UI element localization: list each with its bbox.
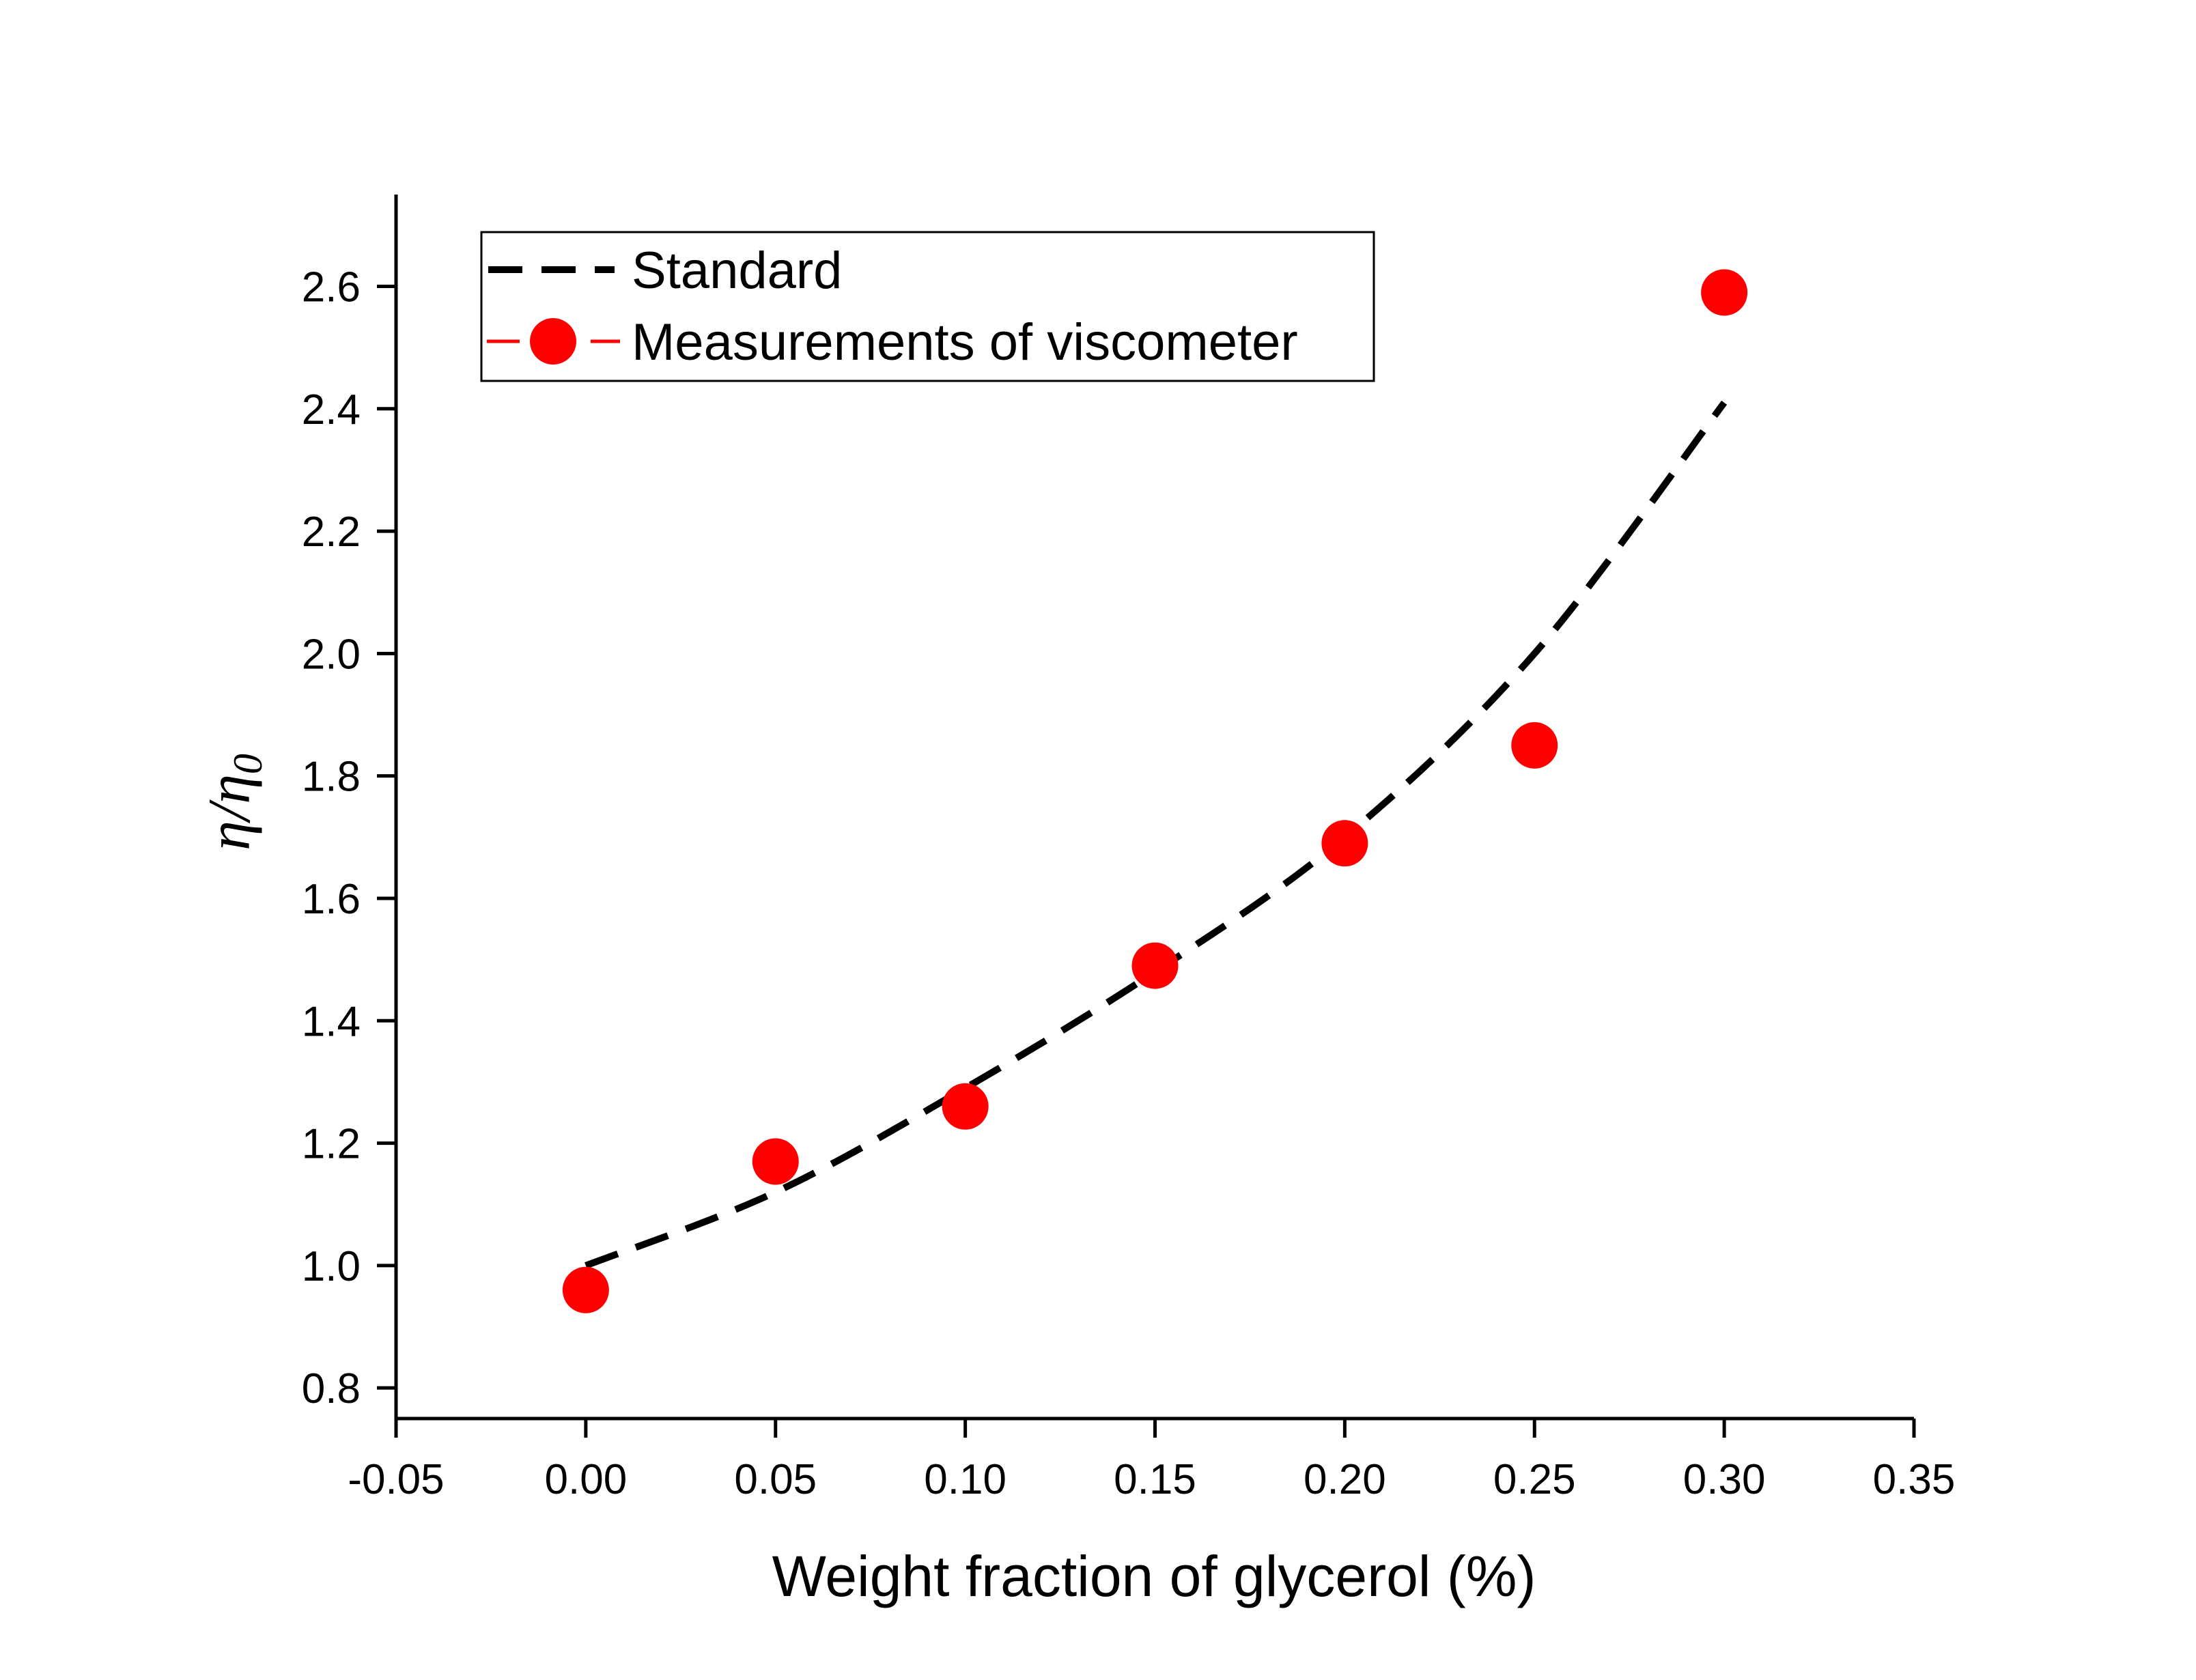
legend: Standard Measurements of viscometer <box>480 231 1375 382</box>
y-tick-label: 2.0 <box>302 631 361 678</box>
y-tick-label: 0.8 <box>302 1365 361 1412</box>
y-axis-title-subscript: 0 <box>225 754 270 774</box>
y-tick-label: 1.0 <box>302 1243 361 1290</box>
x-tick-label: 0.30 <box>1683 1456 1766 1503</box>
y-tick-label: 1.2 <box>302 1121 361 1168</box>
x-axis-title: Weight fraction of glycerol (%) <box>772 1544 1536 1608</box>
x-tick-label: 0.00 <box>545 1456 628 1503</box>
measurement-point <box>752 1138 799 1185</box>
y-tick-label: 2.4 <box>302 386 361 433</box>
measurement-point <box>1131 942 1179 989</box>
x-tick-label: 0.25 <box>1493 1456 1576 1503</box>
y-tick-label: 2.2 <box>302 509 361 556</box>
measurement-point <box>1321 820 1368 867</box>
x-tick-label: 0.15 <box>1114 1456 1196 1503</box>
axes: -0.05 0.00 0.05 0.10 0.15 0.20 0.25 0.30 0.35 0.8… <box>302 195 1956 1503</box>
x-tick-label: 0.20 <box>1304 1456 1386 1503</box>
legend-label-measurements: Measurements of viscometer <box>632 313 1298 371</box>
y-axis-title: η/η0 <box>197 754 270 851</box>
y-axis-title-symbol: η/η <box>197 774 263 851</box>
measurement-point <box>562 1266 609 1313</box>
standard-series-line <box>585 400 1728 1269</box>
x-tick-label: -0.05 <box>348 1456 444 1503</box>
measurement-point <box>1701 269 1748 316</box>
x-tick-label: 0.05 <box>734 1456 817 1503</box>
x-tick-label: 0.10 <box>924 1456 1006 1503</box>
measurement-point <box>1511 722 1558 769</box>
plot-area <box>562 269 1748 1313</box>
y-tick-label: 2.6 <box>302 264 361 311</box>
legend-box <box>480 231 1375 382</box>
y-tick-label: 1.8 <box>302 754 361 801</box>
legend-label-standard: Standard <box>632 242 842 300</box>
x-tick-label: 0.35 <box>1873 1456 1956 1503</box>
y-tick-label: 1.6 <box>302 876 361 923</box>
y-tick-label: 1.4 <box>302 998 361 1045</box>
legend-measurement-marker-icon <box>530 318 576 365</box>
measurement-point <box>942 1083 989 1130</box>
